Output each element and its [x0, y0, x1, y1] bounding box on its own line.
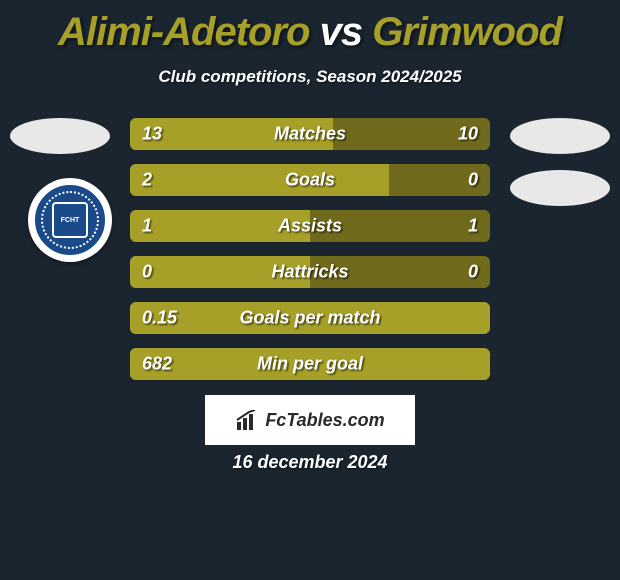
stat-label: Matches [274, 124, 346, 145]
player2-club-placeholder [510, 170, 610, 206]
stat-row: 13 Matches 10 [130, 118, 490, 150]
stat-label: Goals [285, 170, 335, 191]
subtitle: Club competitions, Season 2024/2025 [0, 67, 620, 87]
stat-row: 1 Assists 1 [130, 210, 490, 242]
stat-row: 682 Min per goal [130, 348, 490, 380]
stat-value-right: 10 [458, 124, 478, 145]
stat-value-right: 0 [468, 262, 478, 283]
player1-avatar-placeholder [10, 118, 110, 154]
player2-avatar-placeholder [510, 118, 610, 154]
date-text: 16 december 2024 [0, 452, 620, 473]
stat-label: Hattricks [271, 262, 348, 283]
stat-value-left: 13 [142, 124, 162, 145]
stat-row: 2 Goals 0 [130, 164, 490, 196]
stat-row: 0.15 Goals per match [130, 302, 490, 334]
stat-label: Min per goal [257, 354, 363, 375]
stat-bar-left [130, 164, 389, 196]
chart-icon [235, 410, 259, 430]
stat-value-left: 0 [142, 262, 152, 283]
stat-value-left: 682 [142, 354, 172, 375]
stats-container: 13Matches102Goals01Assists10Hattricks00.… [130, 118, 490, 394]
page-title: Alimi-Adetoro vs Grimwood [0, 0, 620, 55]
stat-label: Assists [278, 216, 342, 237]
title-vs: vs [320, 10, 363, 54]
stat-value-left: 1 [142, 216, 152, 237]
branding-text: FcTables.com [265, 410, 384, 431]
club-logo-inner: FCHT [35, 185, 105, 255]
stat-value-right: 1 [468, 216, 478, 237]
title-player1: Alimi-Adetoro [58, 10, 309, 54]
player1-club-logo: FCHT [28, 178, 112, 262]
stat-value-left: 2 [142, 170, 152, 191]
title-player2: Grimwood [372, 10, 562, 54]
stat-value-right: 0 [468, 170, 478, 191]
stat-row: 0 Hattricks 0 [130, 256, 490, 288]
stat-label: Goals per match [239, 308, 380, 329]
branding-badge: FcTables.com [205, 395, 415, 445]
stat-value-left: 0.15 [142, 308, 177, 329]
club-logo-text: FCHT [52, 202, 88, 238]
